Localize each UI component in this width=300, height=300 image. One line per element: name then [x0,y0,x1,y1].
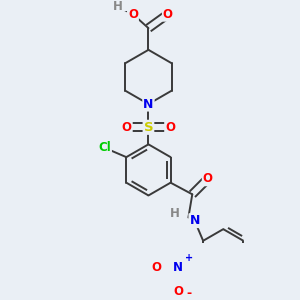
Text: +: + [184,253,193,263]
Text: Cl: Cl [98,141,111,154]
Text: O: O [122,121,132,134]
Text: N: N [143,98,154,111]
Text: O: O [128,8,138,21]
Text: O: O [163,8,173,21]
Text: O: O [165,121,175,134]
Text: -: - [186,287,191,300]
Text: O: O [203,172,213,185]
Text: S: S [144,121,153,134]
Text: N: N [189,214,200,227]
Text: N: N [173,261,183,274]
Text: H: H [112,0,122,13]
Text: O: O [152,261,162,274]
Text: H: H [169,207,179,220]
Text: O: O [173,285,183,298]
